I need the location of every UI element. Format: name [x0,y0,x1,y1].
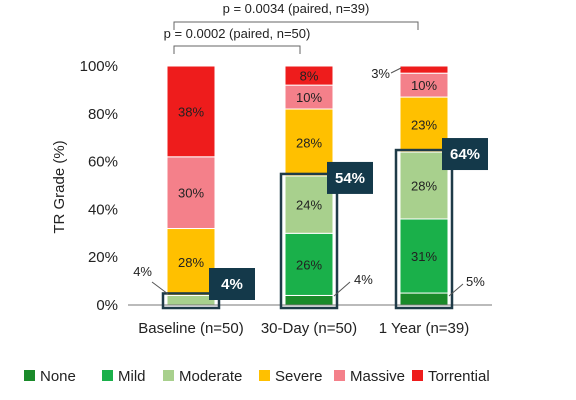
side-annotations: 4% 4% 5% 3% [133,66,485,297]
highlight-tag-label: 4% [221,276,243,293]
leader-line [390,67,402,74]
leader-line [448,283,464,297]
legend-swatch-moderate [163,370,174,381]
highlight-tag [442,138,488,171]
legend: None Mild Moderate Severe Massive Torrential [24,368,490,385]
bar-group [166,65,449,306]
legend-label: Severe [275,368,323,385]
legend-swatch-torrential [412,370,423,381]
segment-label: 28% [178,255,204,270]
legend-swatch-massive [334,370,345,381]
highlight-outline [394,148,454,310]
bar-segment-severe [166,228,216,296]
legend-label: Moderate [179,368,242,385]
leader-line [151,281,169,295]
category-label: 1 Year (n=39) [379,320,470,337]
legend-swatch-severe [259,370,270,381]
comparison-label: p = 0.0034 (paired, n=39) [223,1,370,16]
comparison-label: p = 0.0002 (paired, n=50) [164,26,311,41]
highlight-tag-label: 64% [450,146,480,163]
highlight-tag-label: 54% [335,170,365,187]
legend-label: Torrential [428,368,490,385]
comparison-bracket [173,21,419,30]
legend-label: Massive [350,368,405,385]
segment-label: 10% [411,78,437,93]
category-label: Baseline (n=50) [138,320,243,337]
y-tick-label: 100% [80,58,118,75]
bar-segment-none [399,292,449,306]
segment-label: 28% [411,179,437,194]
bar-segment-severe [399,96,449,153]
legend-swatch-mild [102,370,113,381]
bar-segment-none [284,294,334,306]
legend-label: Mild [118,368,146,385]
side-label: 4% [354,272,373,287]
highlight-outline [279,172,339,310]
y-axis-label: TR Grade (%) [51,140,68,233]
y-tick-label: 60% [88,154,118,171]
y-tick-labels: 0% 20% 40% 60% 80% 100% [80,58,118,314]
side-label: 5% [466,274,485,289]
bar-segment-moderate [166,294,216,306]
segment-label: 8% [300,69,319,84]
side-label: 3% [371,66,390,81]
comparison-brackets: p = 0.0034 (paired, n=39) p = 0.0002 (pai… [164,1,419,54]
bar-segment-torrential [399,65,449,74]
y-tick-label: 80% [88,106,118,123]
segment-label: 30% [178,186,204,201]
highlight-outline [161,292,221,310]
bar-segment-torrential [284,65,334,86]
category-label: 30-Day (n=50) [261,320,357,337]
segment-label: 31% [411,249,437,264]
highlight-tag [209,268,255,300]
y-tick-label: 0% [96,297,118,314]
segment-label: 28% [296,135,322,150]
bar-segment-torrential [166,65,216,158]
y-tick-label: 20% [88,249,118,266]
segment-label: 23% [411,118,437,133]
legend-swatch-none [24,370,35,381]
segment-label: 24% [296,198,322,213]
y-tick-label: 40% [88,201,118,218]
segment-label: 26% [296,257,322,272]
leader-line [333,281,351,297]
highlight-tag [327,161,373,194]
side-label: 4% [133,264,152,279]
comparison-bracket [173,45,301,54]
legend-label: None [40,368,76,385]
segment-labels: 28% 30% 38% 26% 24% 28% 10% 8% 31% 28% 23% 10% [178,69,437,273]
bar-segment-massive [166,156,216,230]
category-labels: Baseline (n=50) 30-Day (n=50) 1 Year (n=39… [138,320,469,337]
segment-label: 10% [296,90,322,105]
segment-label: 38% [178,104,204,119]
highlight-boxes: 4% 54% 64% [161,138,488,310]
